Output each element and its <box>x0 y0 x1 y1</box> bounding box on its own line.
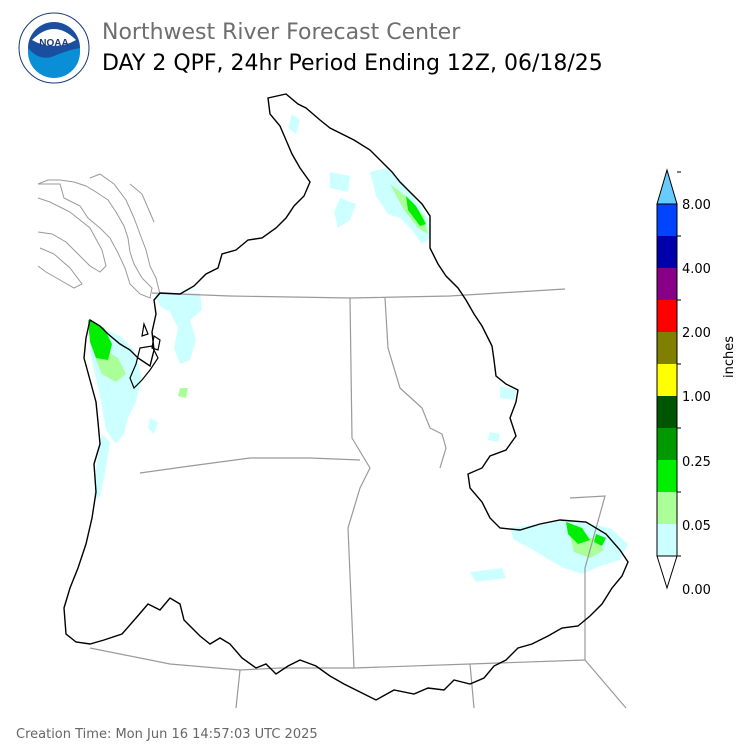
legend-unit-label: inches <box>722 335 737 378</box>
legend-swatch-1 <box>657 524 677 556</box>
noaa-logo-icon: NOAA <box>18 12 90 84</box>
legend-tick-3: 1.00 <box>682 390 711 405</box>
legend-swatch-4 <box>657 428 677 460</box>
legend-swatch-10 <box>657 236 677 268</box>
qpf-moderate <box>94 184 604 558</box>
color-legend <box>656 168 681 590</box>
legend-swatch-6 <box>657 364 677 396</box>
org-title: Northwest River Forecast Center <box>102 20 461 45</box>
qpf-heavy <box>88 196 606 546</box>
legend-tick-5: 4.00 <box>682 262 711 277</box>
legend-swatch-under <box>656 555 678 590</box>
legend-swatches <box>656 168 681 590</box>
legend-swatch-over <box>656 168 678 205</box>
legend-tick-2: 0.25 <box>682 455 711 470</box>
legend-tick-4: 2.00 <box>682 326 711 341</box>
basin-outline <box>63 93 629 701</box>
legend-swatch-9 <box>657 268 677 300</box>
noaa-logo: NOAA <box>18 12 90 84</box>
legend-frame <box>656 203 678 557</box>
svg-text:NOAA: NOAA <box>39 38 68 49</box>
qpf-light <box>90 114 628 582</box>
legend-swatch-7 <box>657 332 677 364</box>
legend-tick-6: 8.00 <box>682 198 711 213</box>
legend-tick-0: 0.00 <box>682 583 711 598</box>
legend-swatch-3 <box>657 460 677 492</box>
state-boundaries <box>89 288 627 709</box>
product-title: DAY 2 QPF, 24hr Period Ending 12Z, 06/18… <box>102 51 603 76</box>
creation-time: Creation Time: Mon Jun 16 14:57:03 UTC 2… <box>16 727 318 742</box>
legend-swatch-2 <box>657 492 677 524</box>
puget-sound <box>129 321 161 390</box>
forecast-map <box>37 93 629 709</box>
legend-swatch-8 <box>657 300 677 332</box>
legend-swatch-11 <box>657 204 677 236</box>
legend-swatch-5 <box>657 396 677 428</box>
bc-coastline <box>37 173 161 299</box>
legend-tick-1: 0.05 <box>682 519 711 534</box>
